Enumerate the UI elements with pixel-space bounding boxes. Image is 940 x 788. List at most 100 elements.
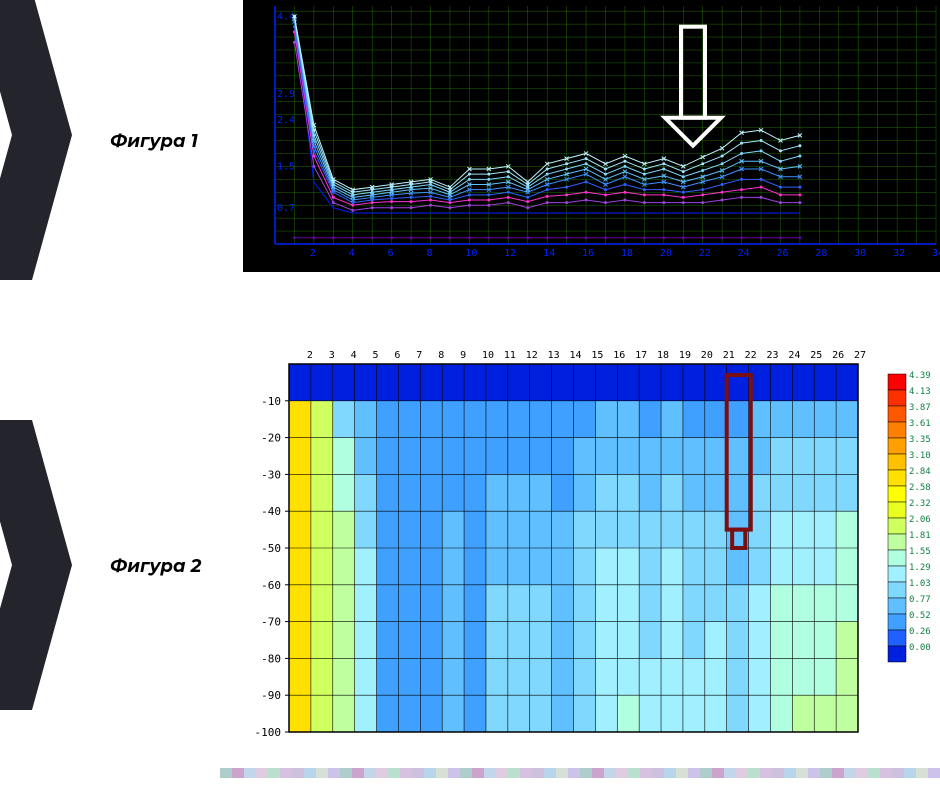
contour-cell [661,695,683,732]
contour-cell [683,401,705,438]
contour-cell [398,364,420,401]
chevron-decoration-2 [0,420,82,710]
y-tick-label: 2.9 [277,89,295,100]
contour-cell [508,658,530,695]
contour-cell [311,401,333,438]
contour-cell [420,438,442,475]
contour-cell [530,585,552,622]
contour-cell [595,511,617,548]
x-tick-label: 21 [723,350,735,361]
contour-cell [333,474,355,511]
contour-cell [639,622,661,659]
contour-cell [683,548,705,585]
x-tick-label: 14 [543,248,555,259]
contour-cell [574,695,596,732]
contour-map: 2345678910111213141516171819202122232425… [243,342,938,742]
contour-cell [595,438,617,475]
x-tick-label: 6 [388,248,394,259]
x-tick-label: 8 [427,248,433,259]
contour-cell [530,401,552,438]
contour-cell [486,548,508,585]
contour-cell [289,622,311,659]
contour-cell [442,585,464,622]
contour-cell [508,401,530,438]
contour-cell [508,511,530,548]
contour-cell [552,511,574,548]
contour-cell [464,658,486,695]
contour-cell [574,548,596,585]
contour-cell [639,511,661,548]
contour-cell [420,622,442,659]
legend-label: 2.58 [909,483,931,493]
contour-cell [442,401,464,438]
contour-cell [442,658,464,695]
x-tick-label: 12 [504,248,516,259]
contour-cell [770,585,792,622]
contour-cell [617,585,639,622]
contour-cell [727,585,749,622]
x-tick-label: 4 [351,350,357,361]
contour-cell [770,401,792,438]
contour-cell [661,622,683,659]
contour-cell [530,364,552,401]
contour-cell [486,658,508,695]
contour-cell [574,622,596,659]
contour-cell [398,585,420,622]
line-chart: 0.71.52.42.94.42468101214161820222426283… [243,0,940,272]
chevron-decoration-1 [0,0,82,280]
y-tick-label: 2.4 [277,115,295,126]
contour-cell [508,474,530,511]
legend-label: 0.26 [909,627,931,637]
x-tick-label: 14 [570,350,582,361]
contour-cell [355,401,377,438]
legend-swatch [888,534,906,550]
contour-cell [617,548,639,585]
contour-cell [595,585,617,622]
contour-cell [355,364,377,401]
contour-cell [398,438,420,475]
contour-cell [727,438,749,475]
contour-cell [792,511,814,548]
contour-cell [683,511,705,548]
contour-cell [661,364,683,401]
contour-cell [705,622,727,659]
y-tick-label: -30 [261,468,281,481]
contour-cell [377,585,399,622]
x-tick-label: 15 [591,350,603,361]
contour-cell [289,695,311,732]
contour-cell [486,364,508,401]
contour-cell [814,511,836,548]
legend-label: 1.29 [909,563,931,573]
contour-cell [333,585,355,622]
contour-cell [792,622,814,659]
contour-cell [464,401,486,438]
x-tick-label: 26 [776,248,788,259]
contour-cell [661,401,683,438]
contour-cell [398,695,420,732]
legend-label: 3.87 [909,403,931,413]
contour-cell [508,622,530,659]
contour-cell [464,585,486,622]
x-tick-label: 4 [349,248,355,259]
figure2-label: Фигура 2 [110,555,201,577]
contour-cell [705,548,727,585]
contour-cell [639,364,661,401]
contour-cell [770,511,792,548]
contour-cell [486,585,508,622]
x-tick-label: 25 [810,350,822,361]
y-tick-label: -60 [261,579,281,592]
contour-cell [377,511,399,548]
legend-swatch [888,614,906,630]
x-tick-label: 5 [373,350,379,361]
contour-cell [749,585,771,622]
x-tick-label: 24 [738,248,750,259]
contour-cell [508,438,530,475]
legend-swatch [888,518,906,534]
legend-label: 2.32 [909,499,931,509]
x-tick-label: 18 [657,350,669,361]
contour-cell [836,658,858,695]
contour-cell [595,364,617,401]
contour-cell [814,401,836,438]
contour-cell [661,548,683,585]
contour-cell [420,401,442,438]
